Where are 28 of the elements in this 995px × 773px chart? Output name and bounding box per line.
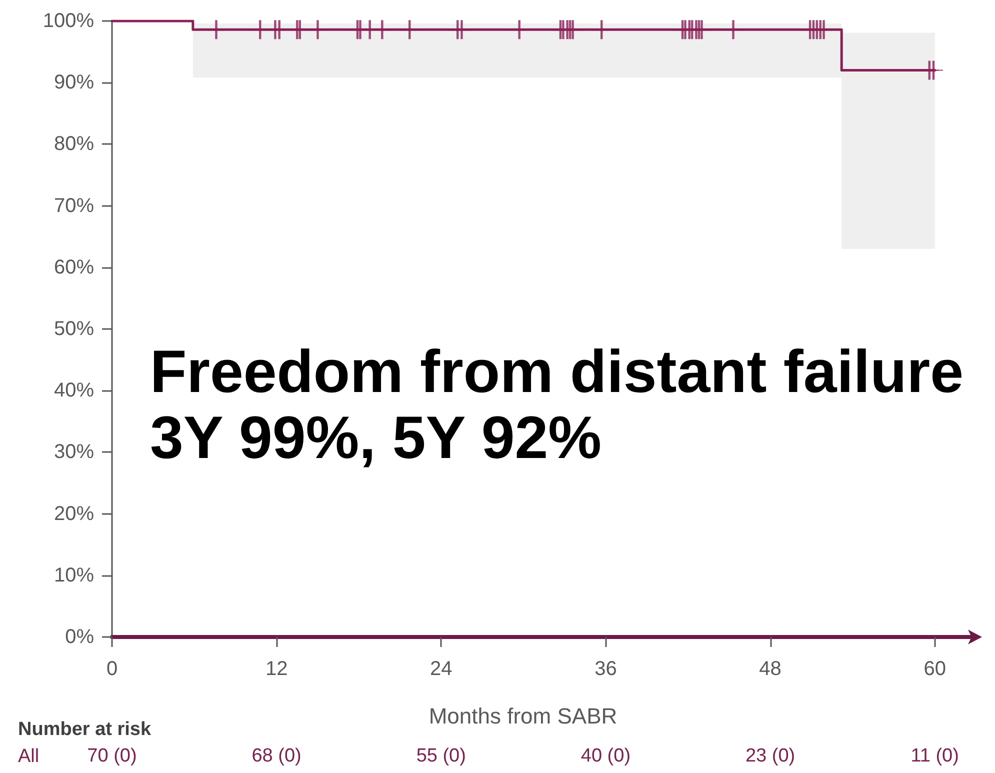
x-tick-label: 36	[594, 658, 617, 680]
text: All	[18, 746, 40, 767]
text: 68 (0)	[252, 746, 302, 766]
y-tick-label: 30%	[54, 441, 94, 464]
text: Number at risk	[18, 719, 152, 740]
x-tick-label: 60	[924, 658, 946, 680]
x-tick-label: 0	[106, 658, 118, 680]
annotation: 3Y 99%, 5Y 92%	[150, 404, 602, 471]
y-tick-label: 50%	[54, 318, 94, 340]
x-tick-label: 12	[265, 658, 288, 680]
x-tick-label: 48	[759, 658, 782, 680]
y-tick-label: 0%	[65, 626, 94, 648]
x-axis-title: Months from SABR	[428, 704, 618, 728]
y-tick-label: 20%	[54, 502, 94, 525]
y-tick-label: 100%	[42, 10, 94, 32]
text: 23 (0)	[745, 746, 796, 766]
text: 40 (0)	[580, 746, 631, 766]
y-tick-label: 40%	[54, 380, 94, 402]
y-tick-label: 70%	[54, 194, 94, 217]
y-tick-label: 80%	[54, 133, 94, 156]
text: 11 (0)	[910, 746, 959, 766]
text: 55 (0)	[416, 746, 466, 766]
x-tick-label: 24	[430, 658, 452, 680]
annotation: Freedom from distant failure	[150, 338, 964, 405]
y-tick-label: 90%	[54, 72, 94, 94]
y-tick-label: 10%	[54, 564, 94, 586]
y-tick-label: 60%	[54, 256, 94, 278]
text: 70 (0)	[87, 746, 137, 766]
